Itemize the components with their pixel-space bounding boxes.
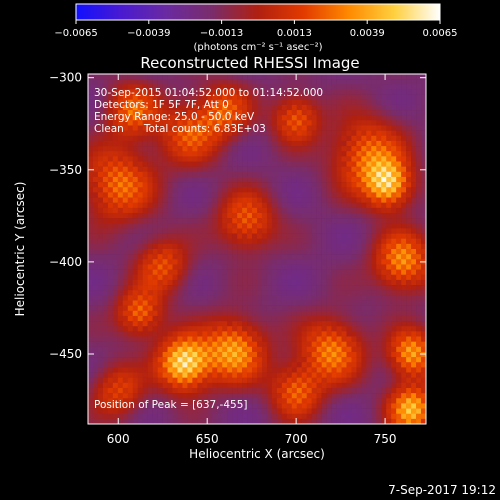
colorbar-tick-label: 0.0039 [350,28,385,39]
annotation-time: 30-Sep-2015 01:04:52.000 to 01:14:52.000 [94,87,323,99]
colorbar-units-label: (photons cm⁻² s⁻¹ asec⁻²) [193,42,322,53]
x-tick-label: 600 [107,432,130,446]
colorbar-tick-label: −0.0065 [54,28,97,39]
x-tick-label: 700 [285,432,308,446]
heatmap-image [88,74,427,425]
plot-frame [87,73,427,425]
y-tick-label: −450 [49,347,82,361]
annotation-peak: Position of Peak = [637,-455] [94,399,248,411]
x-tick-label: 750 [374,432,397,446]
x-tick-label: 650 [196,432,219,446]
x-axis-ticks: 600 650 700 750 [107,74,397,446]
y-axis-label: Heliocentric Y (arcsec) [13,182,27,317]
annotation-energy: Energy Range: 25.0 - 50.0 keV [94,111,255,123]
y-tick-label: −300 [49,71,82,85]
chart-title: Reconstructed RHESSI Image [140,54,359,72]
annotation-clean: Clean Total counts: 6.83E+03 [94,123,266,135]
footer-timestamp: 7-Sep-2017 19:12 [388,483,496,497]
colorbar-tick-label: 0.0065 [423,28,458,39]
colorbar-tick-label: 0.0013 [277,28,312,39]
annotation-detectors: Detectors: 1F 5F 7F, Att 0 [94,99,229,111]
colorbar-gradient [75,3,441,21]
y-tick-label: −350 [49,163,82,177]
colorbar-tick-label: −0.0039 [127,28,170,39]
y-tick-label: −400 [49,255,82,269]
y-axis-ticks: −300 −350 −400 −450 [49,71,426,361]
colorbar-tick-label: −0.0013 [200,28,243,39]
colorbar: −0.0065 −0.0039 −0.0013 0.0013 0.0039 0.0065 … [54,3,458,53]
colorbar-ticks: −0.0065 −0.0039 −0.0013 0.0013 0.0039 0.0065 [54,20,458,39]
x-axis-label: Heliocentric X (arcsec) [189,447,325,461]
